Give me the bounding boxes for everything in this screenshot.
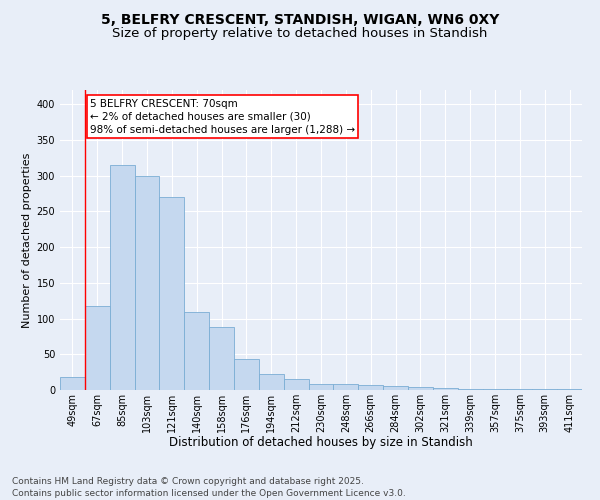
Bar: [110, 165, 134, 390]
Bar: [184, 312, 209, 390]
Bar: [433, 388, 458, 390]
Bar: [60, 377, 85, 390]
Bar: [160, 197, 184, 390]
Text: Contains HM Land Registry data © Crown copyright and database right 2025.
Contai: Contains HM Land Registry data © Crown c…: [12, 476, 406, 498]
Bar: [134, 176, 160, 390]
Bar: [234, 358, 259, 390]
Bar: [259, 374, 284, 390]
Bar: [284, 380, 308, 390]
Bar: [482, 388, 508, 390]
Bar: [85, 306, 110, 390]
Bar: [408, 387, 433, 390]
X-axis label: Distribution of detached houses by size in Standish: Distribution of detached houses by size …: [169, 436, 473, 450]
Bar: [383, 386, 408, 390]
Bar: [308, 384, 334, 390]
Bar: [358, 385, 383, 390]
Text: Size of property relative to detached houses in Standish: Size of property relative to detached ho…: [112, 28, 488, 40]
Bar: [334, 384, 358, 390]
Bar: [557, 388, 582, 390]
Text: 5 BELFRY CRESCENT: 70sqm
← 2% of detached houses are smaller (30)
98% of semi-de: 5 BELFRY CRESCENT: 70sqm ← 2% of detache…: [90, 98, 355, 135]
Bar: [458, 388, 482, 390]
Text: 5, BELFRY CRESCENT, STANDISH, WIGAN, WN6 0XY: 5, BELFRY CRESCENT, STANDISH, WIGAN, WN6…: [101, 12, 499, 26]
Bar: [209, 327, 234, 390]
Y-axis label: Number of detached properties: Number of detached properties: [22, 152, 32, 328]
